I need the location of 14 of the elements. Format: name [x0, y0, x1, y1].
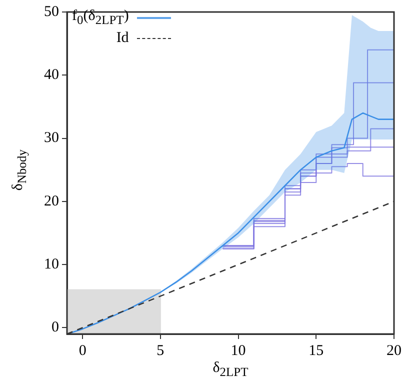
x-tick-label: 10: [230, 342, 246, 359]
y-tick-label: 50: [44, 4, 59, 20]
y-tick-label: 20: [44, 193, 59, 210]
x-tick-label: 0: [78, 342, 86, 359]
y-tick-label: 40: [44, 67, 59, 84]
legend-label: f$_{0}$(δ$_{2LPT}$): [72, 8, 129, 28]
x-axis-title: δ$_{2LPT}$: [212, 360, 250, 380]
y-tick-label: 30: [44, 130, 59, 146]
legend-label: Id: [116, 30, 129, 46]
x-tick-label: 5: [156, 342, 164, 359]
x-tick-label: 15: [308, 342, 324, 359]
x-tick-label: 20: [386, 342, 402, 359]
y-tick-label: 0: [52, 320, 59, 336]
y-tick-label: 10: [44, 256, 59, 272]
